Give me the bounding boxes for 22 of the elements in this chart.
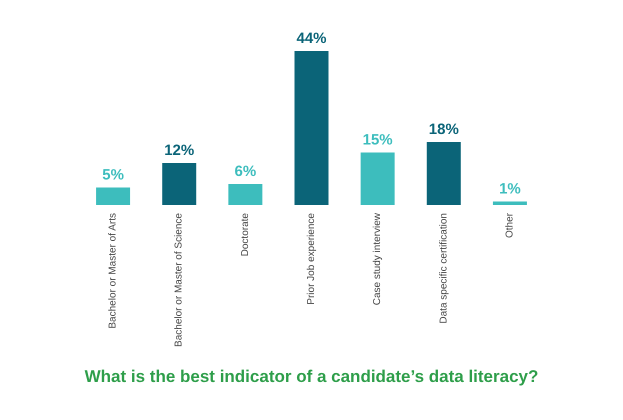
x-tick-label: Case study interview bbox=[372, 212, 384, 306]
data-label: 12% bbox=[164, 142, 194, 159]
bar bbox=[162, 163, 196, 205]
bar bbox=[360, 152, 395, 205]
bar bbox=[294, 51, 328, 205]
bar bbox=[492, 202, 527, 205]
text: What is the best indicator of a candidate’s data literacy? bbox=[84, 367, 538, 386]
x-tick-label: Data specific certification bbox=[438, 213, 450, 324]
x-tick-label: Other bbox=[504, 212, 516, 238]
bar bbox=[228, 184, 262, 205]
data-label: 44% bbox=[296, 30, 327, 47]
bar bbox=[96, 188, 130, 205]
data-label: 18% bbox=[428, 121, 459, 138]
x-tick-label: Bachelor or Master of Arts bbox=[108, 213, 119, 329]
data-label: 6% bbox=[234, 163, 256, 180]
bar bbox=[426, 142, 461, 205]
data-label: 5% bbox=[102, 166, 124, 184]
data-label: 15% bbox=[362, 132, 393, 148]
x-tick-label: Bachelor or Master of Science bbox=[174, 212, 185, 347]
x-tick-label: Prior Job experience bbox=[306, 212, 317, 305]
data-label: 1% bbox=[499, 180, 521, 198]
x-tick-label: Doctorate bbox=[240, 212, 251, 256]
